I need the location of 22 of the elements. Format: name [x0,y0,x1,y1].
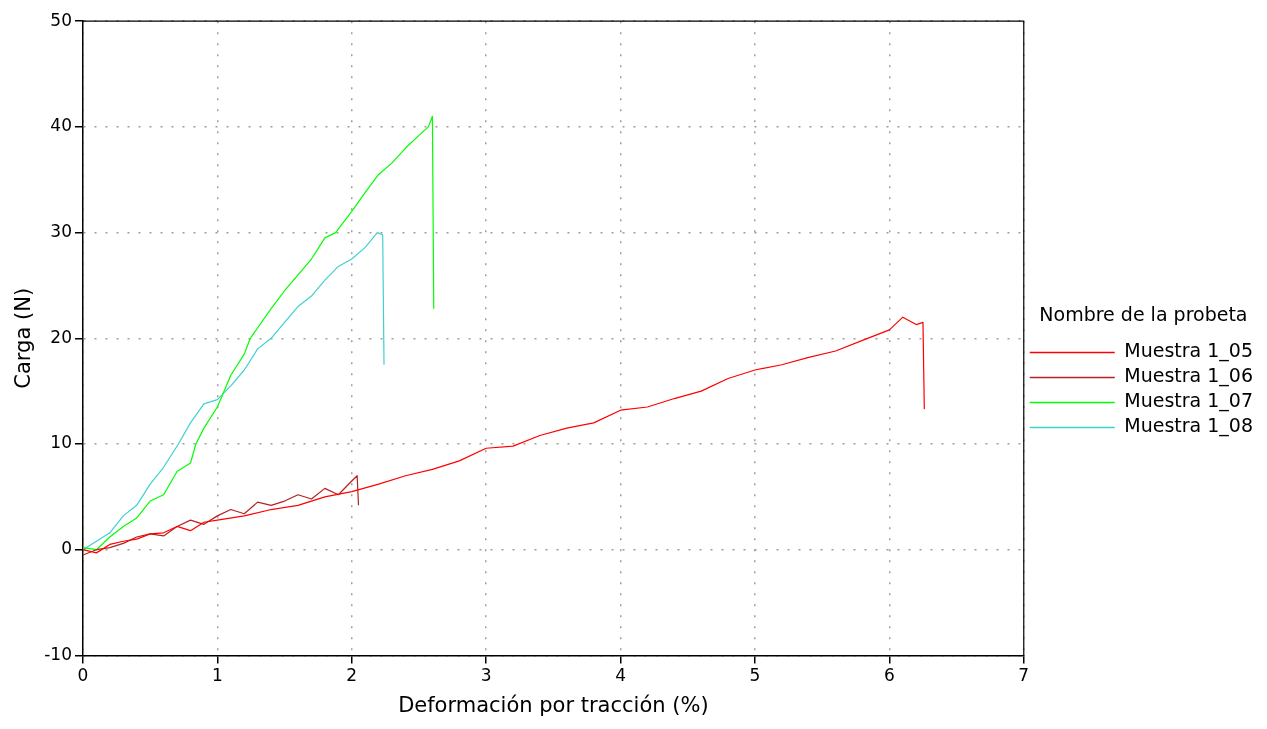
legend-title: Nombre de la probeta [1039,302,1248,325]
x-tick-label: 6 [883,665,895,686]
y-tick-label: 10 [50,432,72,453]
x-tick-label: 5 [749,665,761,686]
x-tick-label: 3 [480,665,492,686]
y-tick-label: 0 [61,538,72,559]
legend-label: Muestra 1_06 [1124,364,1253,388]
legend-label: Muestra 1_07 [1124,389,1253,413]
x-tick-label: 4 [615,665,626,686]
y-axis-title: Carga (N) [11,287,36,389]
x-tick-label: 7 [1018,665,1030,686]
legend-label: Muestra 1_08 [1124,414,1253,438]
y-tick-label: 40 [50,115,72,136]
y-tick-label: 50 [50,9,72,30]
y-tick-label: -10 [44,643,72,664]
y-tick-label: 20 [50,326,72,347]
y-tick-label: 30 [50,221,72,242]
x-tick-label: 1 [211,665,223,686]
x-tick-label: 2 [346,665,358,686]
x-axis-title: Deformación por tracción (%) [398,692,709,717]
x-tick-label: 0 [77,665,89,686]
legend-label: Muestra 1_05 [1124,339,1253,363]
